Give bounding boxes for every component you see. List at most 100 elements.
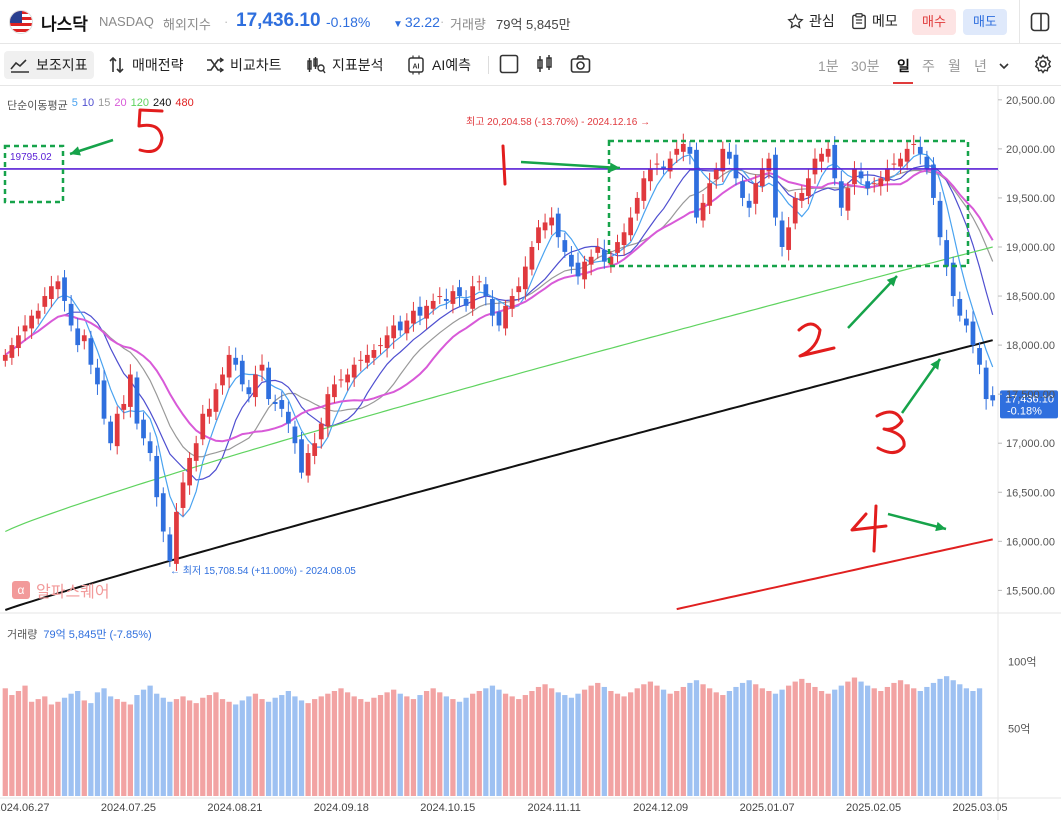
candle-body [35, 310, 41, 319]
volume-bar [391, 689, 397, 796]
volume-bar [614, 693, 621, 796]
volume-bar [325, 693, 331, 796]
volume-bar [371, 697, 377, 796]
volume-bar [213, 692, 219, 796]
candle-body [694, 149, 699, 218]
volume-bar [700, 684, 706, 796]
camera-icon[interactable] [570, 54, 591, 79]
price-axis-label: 17,500.00 [1006, 389, 1055, 401]
candle-body [259, 364, 265, 371]
candle-body [437, 296, 443, 298]
candle-body [351, 364, 357, 378]
volume-bar [140, 689, 147, 796]
candle-body [733, 154, 739, 179]
candle-body [285, 411, 291, 424]
candle-body [253, 374, 258, 398]
strategy-button[interactable]: 매매전략 [102, 51, 190, 79]
candle-body [411, 310, 416, 324]
volume-bar [450, 699, 456, 796]
volume-bar [489, 685, 496, 796]
watchlist-button[interactable]: 관심 [787, 11, 835, 31]
period-30min[interactable]: 30분 [851, 58, 880, 74]
us-flag-icon [9, 10, 33, 34]
volume-bar [884, 686, 891, 796]
chevron-down-icon[interactable] [998, 58, 1010, 76]
volume-bar [285, 691, 291, 796]
volume-bar [818, 691, 825, 796]
buy-button[interactable]: 매수 [912, 9, 956, 35]
star-icon [787, 12, 804, 29]
volume-legend-title: 거래량 [7, 629, 38, 641]
sell-button[interactable]: 매도 [963, 9, 1007, 35]
handwritten-mark-4 [850, 504, 888, 553]
period-1min[interactable]: 1분 [818, 58, 839, 74]
arrow-to-ma480 [887, 512, 947, 531]
volume-bar [423, 691, 430, 796]
volume-bar [680, 686, 686, 796]
volume-bar [35, 699, 41, 796]
volume-bar [200, 697, 206, 796]
candle-body [134, 377, 140, 424]
period-day[interactable]: 일 [897, 58, 910, 74]
candle-body [865, 181, 871, 189]
volume-bar [397, 693, 403, 796]
candle-body [450, 291, 456, 304]
candle-body [838, 181, 844, 208]
arrow-to-ma120 [847, 275, 898, 329]
candle-body [457, 287, 462, 297]
side-panel-icon[interactable] [1030, 12, 1050, 37]
candle-body [707, 183, 713, 206]
volume-bar [344, 692, 351, 796]
price-axis-label: 19,000.00 [1006, 242, 1055, 254]
candlestick-type-icon[interactable] [535, 54, 555, 79]
volume-bar [94, 692, 101, 796]
period-month[interactable]: 월 [948, 58, 961, 74]
ma-legend-20: 20 [114, 97, 127, 109]
volume-bar [707, 688, 713, 796]
candle-body [680, 143, 686, 152]
volume-bar [976, 688, 983, 796]
volume-bar [265, 701, 272, 796]
volume-bar [858, 681, 864, 796]
square-tool-icon[interactable] [499, 54, 519, 79]
volume-bar [443, 696, 449, 796]
candle-body [529, 246, 535, 270]
candle-body [476, 281, 482, 283]
candle-body [305, 453, 311, 476]
analysis-button[interactable]: 지표분석 [300, 51, 390, 79]
candle-body [990, 395, 996, 401]
ai-forecast-button[interactable]: AI AI예측 [400, 51, 477, 79]
volume-bar [358, 699, 364, 796]
indicators-button[interactable]: 보조지표 [4, 51, 94, 79]
volume-bar [660, 689, 667, 796]
candle-body [430, 300, 436, 309]
volume-bar [233, 704, 239, 796]
ma-legend-15: 15 [98, 97, 111, 109]
volume-bar [410, 699, 417, 796]
symbol-name: 나스닥 [41, 15, 88, 34]
volume-bar [134, 695, 140, 796]
candle-body [9, 345, 15, 358]
settings-gear-icon[interactable] [1033, 54, 1053, 79]
candle-body [463, 298, 469, 306]
dashed-box-level [3, 144, 65, 204]
current-pct-tag-label: -0.18% [1007, 405, 1042, 417]
volume-label: 거래량 [450, 17, 486, 32]
memo-icon [852, 12, 866, 29]
price-chart[interactable]: 19795.02 최고 20,204.58 (-13.70%) - 2024.12… [0, 86, 1061, 820]
candle-body [753, 183, 759, 204]
volume-bar [779, 689, 785, 796]
compare-button[interactable]: 비교차트 [200, 51, 288, 79]
candle-body [773, 154, 778, 218]
volume-bar [180, 696, 186, 796]
candle-body [127, 374, 133, 407]
candle-body [266, 367, 271, 400]
memo-button[interactable]: 메모 [851, 11, 898, 31]
candle-body [634, 197, 640, 214]
period-year[interactable]: 년 [974, 58, 987, 74]
volume-bar [897, 680, 904, 796]
date-axis-label: 2024.11.11 [528, 802, 581, 814]
arrow-to-ma240-head [930, 359, 940, 370]
candle-body [536, 227, 541, 244]
period-week[interactable]: 주 [922, 58, 935, 74]
